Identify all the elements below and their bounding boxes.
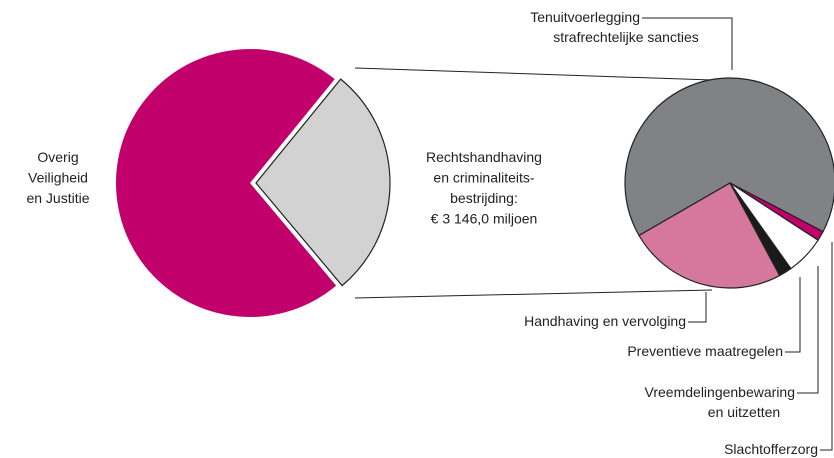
label-line: strafrechtelijke sancties [553,29,699,45]
leader-line [785,277,801,353]
label-line: bestrijding: [450,190,518,206]
label-line: Handhaving en vervolging [524,313,686,329]
pie [115,48,391,318]
label-line: Tenuitvoerlegging [530,9,640,25]
connector-line [354,289,713,299]
label-line: en Justitie [26,190,89,206]
slice-label: Preventieve maatregelen [627,343,783,359]
connector-line [354,67,713,81]
label-line: Slachtofferzorg [724,441,818,457]
leader-line [642,17,733,70]
slice-label: Vreemdelingenbewaring en uitzetten [645,384,795,420]
label-line: en uitzetten [708,404,780,420]
slice-label: Slachtofferzorg [724,441,818,457]
label-line: en criminaliteits- [433,169,534,185]
pie [624,77,834,289]
label-line: € 3 146,0 miljoen [431,210,538,226]
slice-label: Rechtshandhaving en criminaliteits-bestri… [426,149,542,227]
label-line: Overig [37,149,78,165]
pie-slice [255,78,391,287]
leader-line [820,242,833,451]
pie-slice [624,77,834,237]
label-line: Preventieve maatregelen [627,343,783,359]
leader-line [797,266,819,394]
label-line: Rechtshandhaving [426,149,542,165]
pie-slice [115,48,337,318]
leader-line [688,292,707,323]
label-line: Veiligheid [28,169,88,185]
label-line: Vreemdelingenbewaring [645,384,795,400]
slice-label: Handhaving en vervolging [524,313,686,329]
pie-slice [638,182,781,289]
slice-label: Tenuitvoerlegging strafrechtelijke sancti… [530,9,699,45]
slice-label: Overig Veiligheid en Justitie [26,149,89,206]
